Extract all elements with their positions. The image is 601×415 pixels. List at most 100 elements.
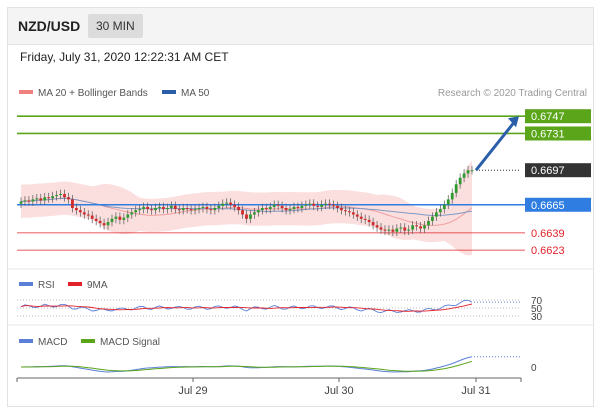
rsi-legend-swatch	[19, 282, 33, 286]
price-plot: 0.6747 0.6731 0.6697 0.6665 0.6639 0.6623	[17, 109, 591, 257]
chart-datetime: Friday, July 31, 2020 12:22:31 AM CET	[20, 50, 229, 64]
candle-body	[466, 170, 470, 174]
candle-body	[419, 226, 422, 229]
candle-body	[19, 201, 23, 204]
candle-body	[355, 214, 359, 217]
ma50-line	[20, 197, 473, 217]
level-box-0	[525, 109, 591, 124]
candle-body	[138, 209, 142, 211]
candle-body	[169, 205, 173, 208]
bb-legend-label: MA 20 + Bollinger Bands	[38, 88, 148, 99]
candle-body	[399, 227, 403, 229]
candle-body	[395, 228, 399, 232]
candle-body	[213, 208, 217, 211]
candle-body	[253, 212, 256, 215]
candle-body	[177, 209, 181, 211]
candle-body	[189, 209, 193, 211]
rsi-line	[20, 299, 473, 314]
candle-body	[411, 225, 415, 230]
candle-body	[379, 227, 383, 230]
candle-body	[304, 204, 308, 206]
candle-body	[114, 216, 118, 219]
candle-body	[316, 205, 320, 207]
candle-body	[193, 209, 197, 211]
level-label-5: 0.6623	[531, 245, 565, 257]
candle-body	[308, 203, 312, 205]
candle-body	[292, 206, 296, 210]
level-box-3	[525, 197, 591, 212]
currency-pair: NZD/USD	[18, 18, 81, 34]
candle-body	[82, 212, 86, 215]
candle-body	[387, 229, 391, 231]
candle-body	[23, 200, 27, 202]
macd-legend-label: MACD	[38, 337, 67, 348]
macd-signal-legend-swatch	[81, 339, 95, 343]
candle-body	[438, 209, 442, 213]
candle-body	[55, 195, 59, 197]
candle-body	[256, 210, 260, 213]
candle-body	[154, 208, 157, 211]
macd-tick-label: 0	[531, 363, 537, 374]
candle-body	[173, 205, 177, 210]
candle-body	[78, 210, 82, 213]
candle-body	[300, 205, 304, 208]
candle-body	[39, 198, 43, 201]
level-box-1	[525, 126, 591, 141]
rsi-tick-label: 70	[531, 296, 543, 307]
bollinger-band	[21, 160, 472, 256]
candle-body	[296, 206, 300, 208]
timeframe-badge[interactable]: 30 MIN	[88, 14, 143, 38]
candle-body	[217, 205, 221, 208]
candle-body	[276, 204, 280, 206]
candle-body	[233, 204, 237, 207]
rsi-ma-legend-label: 9MA	[87, 280, 108, 291]
candle-body	[470, 170, 474, 172]
last-price-label: 0.6697	[531, 165, 565, 177]
x-tick-label: Jul 30	[324, 385, 353, 397]
candle-body	[264, 208, 268, 210]
research-credit: Research © 2020 Trading Central	[438, 88, 587, 99]
rsi-legend-label: RSI	[38, 280, 55, 291]
candle-body	[434, 212, 438, 217]
macd-signal-legend-label: MACD Signal	[100, 337, 160, 348]
rsi-ma-line	[20, 303, 473, 312]
candle-body	[122, 217, 126, 220]
candle-body	[102, 223, 106, 226]
candle-body	[245, 214, 248, 219]
candle-body	[415, 225, 419, 227]
candle-body	[67, 197, 70, 200]
rsi-ma-legend-swatch	[68, 282, 82, 286]
rsi-tick-label: 50	[531, 304, 543, 315]
candle-body	[142, 206, 146, 210]
candle-body	[71, 199, 74, 208]
candle-body	[162, 206, 165, 210]
x-axis: Jul 29 Jul 30 Jul 31	[16, 378, 522, 397]
candle-body	[59, 193, 62, 196]
candle-body	[454, 184, 458, 193]
macd-legend-swatch	[19, 339, 33, 343]
candle-body	[359, 216, 363, 219]
bb-legend-swatch	[19, 90, 33, 94]
candle-body	[423, 225, 426, 229]
candle-body	[347, 211, 351, 213]
candle-body	[462, 173, 466, 178]
candle-body	[446, 199, 450, 205]
candle-body	[31, 199, 35, 202]
candle-body	[371, 222, 375, 226]
candle-body	[185, 208, 189, 210]
candle-body	[375, 225, 379, 228]
candle-body	[165, 208, 169, 210]
candle-body	[427, 220, 430, 226]
candle-body	[312, 203, 316, 206]
candle-body	[130, 212, 134, 215]
candle-body	[458, 177, 462, 185]
candle-body	[383, 229, 387, 231]
candle-body	[332, 204, 335, 206]
x-tick-label: Jul 31	[461, 385, 490, 397]
candle-body	[324, 203, 328, 205]
candle-body	[63, 193, 66, 198]
x-tick-label: Jul 29	[178, 385, 207, 397]
projection-arrow	[474, 120, 517, 172]
